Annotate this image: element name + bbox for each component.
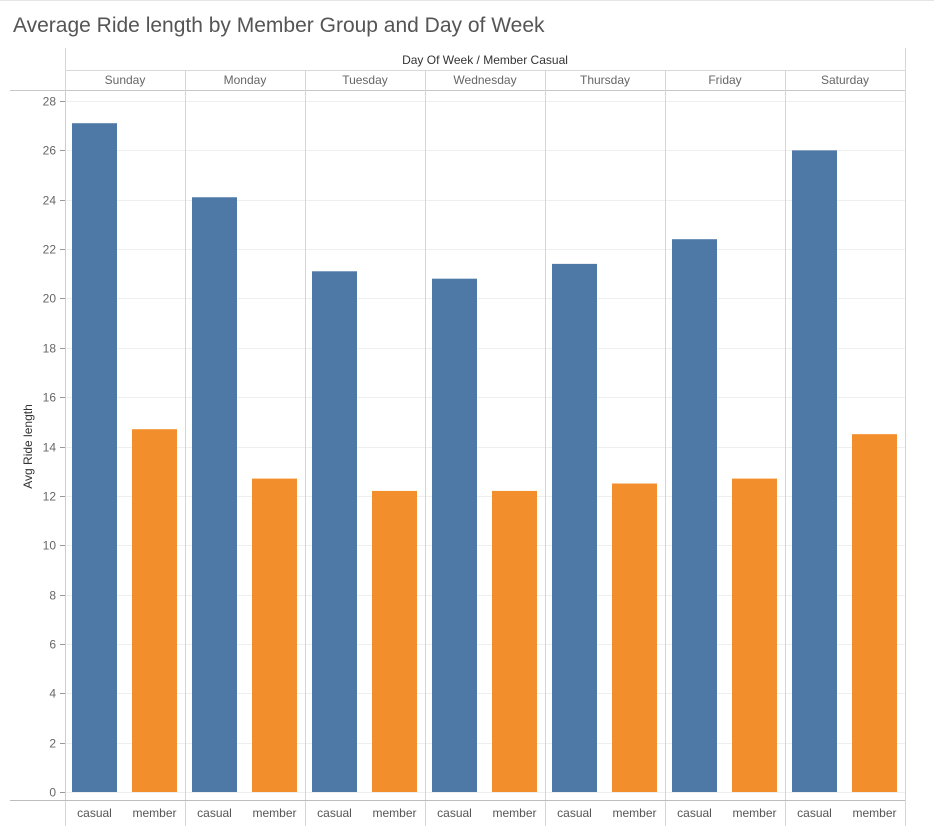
day-header-monday: Monday: [224, 73, 267, 87]
y-tick-label: 20: [43, 292, 57, 306]
y-axis-label: Avg Ride length: [21, 404, 35, 489]
x-tick-label-casual: casual: [197, 806, 232, 820]
y-tick-label: 28: [43, 95, 57, 109]
x-tick-label-casual: casual: [677, 806, 712, 820]
bar-tuesday-member: [372, 490, 417, 792]
bar-sunday-member: [132, 429, 177, 792]
bar-saturday-member: [852, 434, 897, 792]
y-tick-label: 8: [49, 589, 56, 603]
x-tick-label-casual: casual: [437, 806, 472, 820]
day-header-wednesday: Wednesday: [453, 73, 516, 87]
bar-wednesday-member: [492, 490, 537, 792]
bar-friday-member: [732, 478, 777, 792]
bar-sunday-casual: [72, 123, 117, 793]
y-tick-label: 4: [49, 687, 56, 701]
y-tick-label: 10: [43, 539, 57, 553]
x-tick-label-member: member: [732, 806, 776, 820]
y-tick-label: 2: [49, 737, 56, 751]
bar-monday-casual: [192, 197, 237, 792]
x-tick-label-casual: casual: [797, 806, 832, 820]
column-header: Day Of Week / Member Casual: [402, 53, 568, 67]
x-tick-label-member: member: [132, 806, 176, 820]
bar-friday-casual: [672, 239, 717, 792]
x-tick-label-casual: casual: [557, 806, 592, 820]
bar-monday-member: [252, 478, 297, 792]
y-tick-label: 16: [43, 391, 57, 405]
bar-tuesday-casual: [312, 271, 357, 793]
y-tick-label: 26: [43, 144, 57, 158]
x-tick-label-member: member: [372, 806, 416, 820]
day-header-sunday: Sunday: [105, 73, 146, 87]
x-tick-label-casual: casual: [77, 806, 112, 820]
y-tick-label: 12: [43, 490, 57, 504]
y-tick-label: 6: [49, 638, 56, 652]
x-tick-label-member: member: [612, 806, 656, 820]
y-tick-label: 0: [49, 786, 56, 800]
day-header-thursday: Thursday: [580, 73, 630, 87]
x-tick-label-member: member: [852, 806, 896, 820]
day-header-friday: Friday: [708, 73, 741, 87]
bar-thursday-member: [612, 483, 657, 792]
x-tick-label-casual: casual: [317, 806, 352, 820]
y-tick-label: 24: [43, 194, 57, 208]
bar-wednesday-casual: [432, 278, 477, 793]
day-header-saturday: Saturday: [821, 73, 869, 87]
chart-title: Average Ride length by Member Group and …: [13, 14, 545, 37]
x-tick-label-member: member: [252, 806, 296, 820]
y-tick-label: 22: [43, 243, 57, 257]
bar-saturday-casual: [792, 150, 837, 792]
day-header-tuesday: Tuesday: [342, 73, 388, 87]
y-tick-label: 18: [43, 342, 57, 356]
y-tick-label: 14: [43, 441, 57, 455]
bar-thursday-casual: [552, 263, 597, 793]
x-tick-label-member: member: [492, 806, 536, 820]
